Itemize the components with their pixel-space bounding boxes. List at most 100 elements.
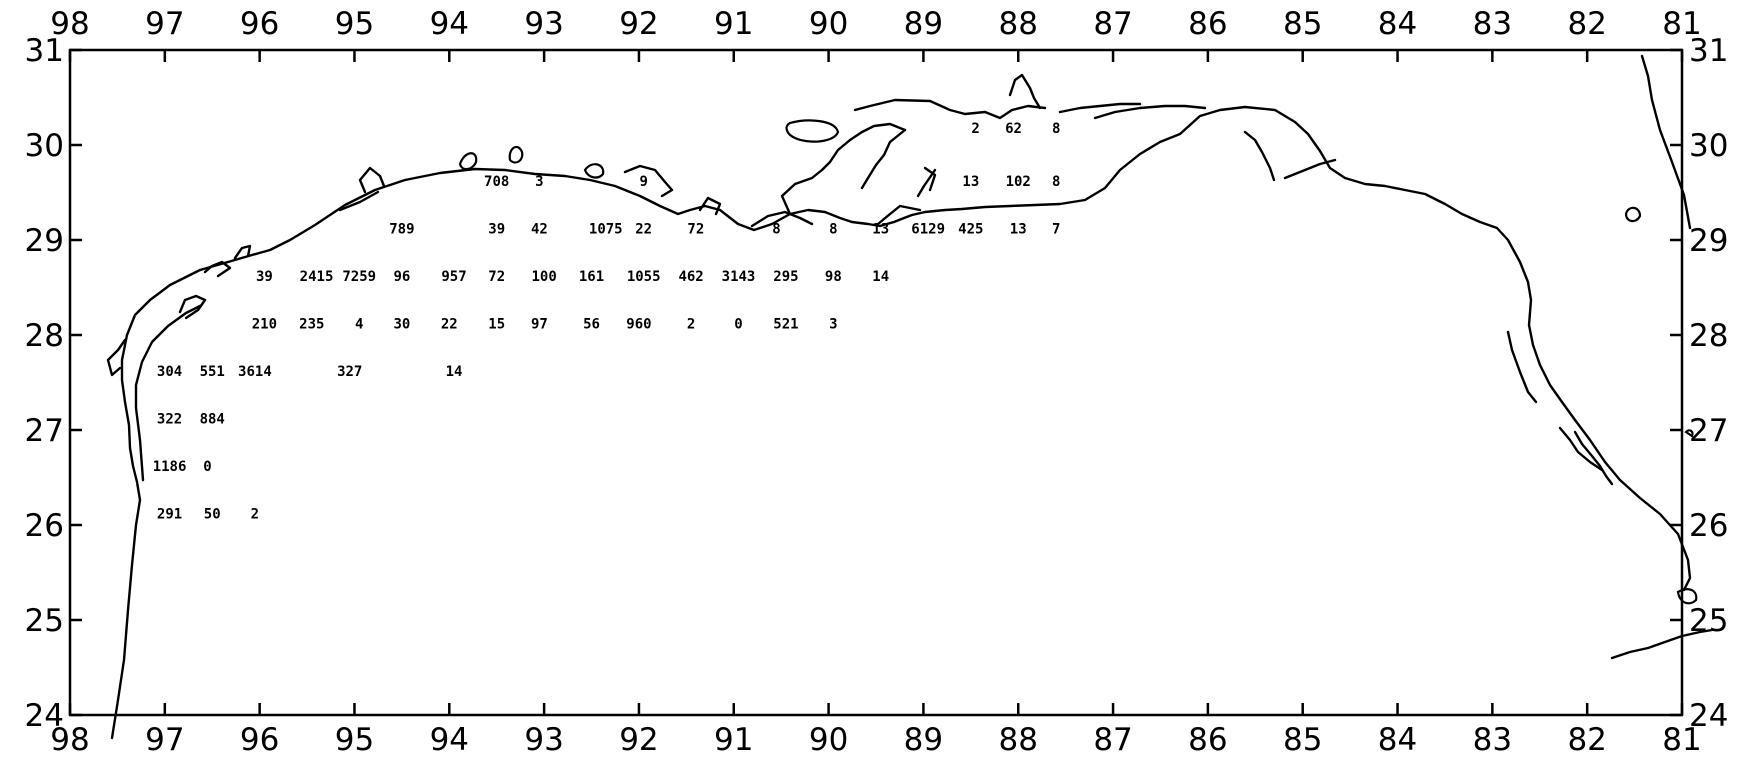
- left-latitude-label: 27: [25, 413, 64, 449]
- top-longitude-label: 83: [1473, 6, 1512, 42]
- station-value: 72: [488, 269, 505, 285]
- station-value: 8: [829, 222, 837, 238]
- right-latitude-label: 26: [1689, 508, 1728, 544]
- station-value: 98: [825, 269, 842, 285]
- bottom-longitude-label: 85: [1283, 722, 1322, 758]
- right-latitude-label: 27: [1689, 413, 1728, 449]
- coastline: [106, 54, 1714, 740]
- bottom-longitude-label: 89: [904, 722, 943, 758]
- station-value: 56: [583, 317, 600, 333]
- station-value: 291: [157, 507, 182, 523]
- station-value: 2415: [300, 269, 334, 285]
- right-latitude-label: 24: [1689, 698, 1728, 734]
- station-value: 14: [446, 364, 463, 380]
- station-value: 235: [299, 317, 324, 333]
- bottom-longitude-label: 93: [524, 722, 563, 758]
- station-value: 551: [200, 364, 225, 380]
- station-value: 1075: [589, 222, 623, 238]
- station-value: 97: [531, 317, 548, 333]
- station-value: 327: [337, 364, 362, 380]
- top-longitude-label: 91: [714, 6, 753, 42]
- right-latitude-label: 25: [1689, 603, 1728, 639]
- station-value: 884: [200, 412, 225, 428]
- station-value: 3: [535, 174, 543, 190]
- station-value: 161: [579, 269, 604, 285]
- station-value: 62: [1005, 121, 1022, 137]
- station-value: 7259: [342, 269, 376, 285]
- left-latitude-label: 25: [25, 603, 64, 639]
- top-longitude-label: 82: [1567, 6, 1606, 42]
- station-value: 13: [1010, 222, 1027, 238]
- station-value: 462: [678, 269, 703, 285]
- station-value: 295: [773, 269, 798, 285]
- station-value: 9: [639, 174, 647, 190]
- station-value: 0: [734, 317, 742, 333]
- top-longitude-label: 81: [1662, 6, 1701, 42]
- station-value: 15: [488, 317, 505, 333]
- station-value: 39: [488, 222, 505, 238]
- left-latitude-label: 31: [25, 33, 64, 69]
- top-longitude-label: 92: [619, 6, 658, 42]
- left-latitude-label: 29: [25, 223, 64, 259]
- top-longitude-label: 93: [524, 6, 563, 42]
- left-latitude-label: 26: [25, 508, 64, 544]
- bottom-longitude-label: 82: [1567, 722, 1606, 758]
- top-longitude-label: 89: [904, 6, 943, 42]
- station-value: 708: [484, 174, 509, 190]
- right-latitude-label: 29: [1689, 223, 1728, 259]
- station-value: 3: [829, 317, 837, 333]
- bottom-longitude-label: 84: [1378, 722, 1417, 758]
- bottom-longitude-label: 90: [809, 722, 848, 758]
- station-value: 304: [157, 364, 182, 380]
- station-value: 2: [971, 121, 979, 137]
- bottom-longitude-label: 83: [1473, 722, 1512, 758]
- station-value: 2: [687, 317, 695, 333]
- top-longitude-label: 88: [999, 6, 1038, 42]
- station-value: 210: [252, 317, 277, 333]
- station-value: 96: [393, 269, 410, 285]
- top-longitude-label: 97: [145, 6, 184, 42]
- station-value: 2: [251, 507, 259, 523]
- bottom-longitude-label: 96: [240, 722, 279, 758]
- bottom-longitude-label: 87: [1093, 722, 1132, 758]
- station-value: 14: [872, 269, 889, 285]
- left-latitude-label: 30: [25, 128, 64, 164]
- top-longitude-label: 94: [430, 6, 469, 42]
- top-longitude-label: 98: [50, 6, 89, 42]
- station-value: 957: [441, 269, 466, 285]
- station-value: 8: [772, 222, 780, 238]
- station-value: 960: [626, 317, 651, 333]
- station-value: 22: [635, 222, 652, 238]
- top-longitude-label: 96: [240, 6, 279, 42]
- station-value: 789: [389, 222, 414, 238]
- station-value: 22: [441, 317, 458, 333]
- left-latitude-label: 24: [25, 698, 64, 734]
- station-value: 39: [256, 269, 273, 285]
- station-value: 4: [355, 317, 363, 333]
- top-longitude-label: 90: [809, 6, 848, 42]
- bottom-longitude-label: 81: [1662, 722, 1701, 758]
- top-longitude-label: 86: [1188, 6, 1227, 42]
- station-value: 8: [1052, 121, 1060, 137]
- bottom-longitude-label: 95: [335, 722, 374, 758]
- bottom-longitude-label: 92: [619, 722, 658, 758]
- station-value: 100: [531, 269, 556, 285]
- top-longitude-label: 87: [1093, 6, 1132, 42]
- station-value: 521: [773, 317, 798, 333]
- right-latitude-label: 31: [1689, 33, 1728, 69]
- station-value: 6129: [911, 222, 945, 238]
- map-frame: [68, 48, 1684, 717]
- bottom-longitude-label: 91: [714, 722, 753, 758]
- station-value: 425: [958, 222, 983, 238]
- right-latitude-label: 28: [1689, 318, 1728, 354]
- station-value: 13: [962, 174, 979, 190]
- station-value: 322: [157, 412, 182, 428]
- top-longitude-label: 84: [1378, 6, 1417, 42]
- station-value: 3614: [238, 364, 272, 380]
- station-value: 7: [1052, 222, 1060, 238]
- bottom-longitude-label: 97: [145, 722, 184, 758]
- axis-ticks: [68, 48, 1684, 717]
